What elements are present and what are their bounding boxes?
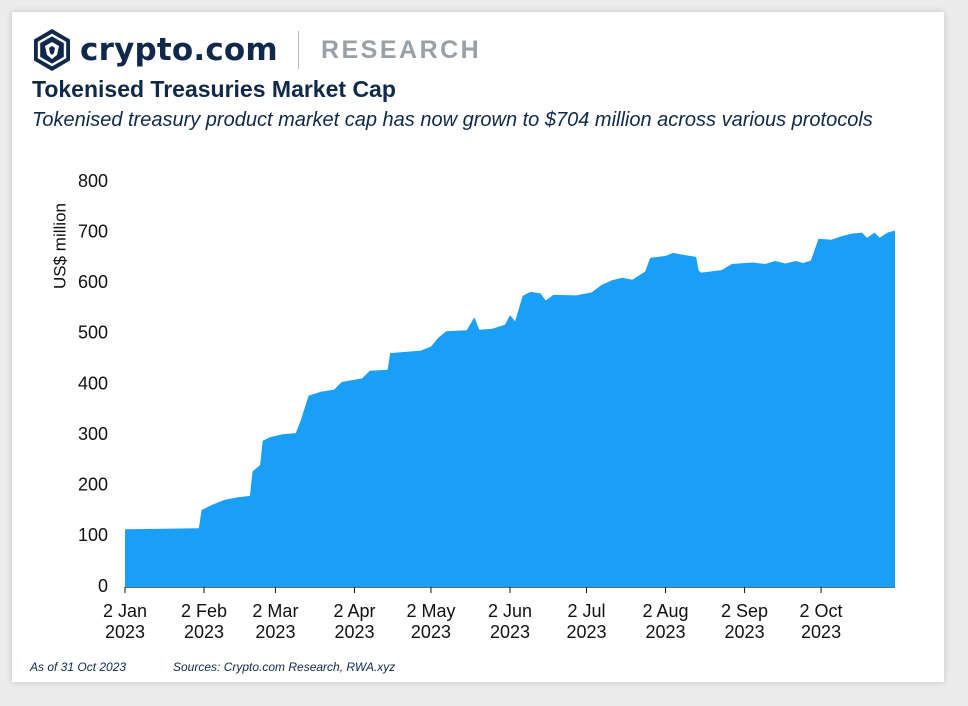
chart-subtitle: Tokenised treasury product market cap ha… [32, 109, 873, 131]
brand-section-label: RESEARCH [320, 35, 482, 64]
x-tick-label: 2 Jul 2023 [566, 601, 606, 642]
x-axis: 2 Jan 2023 2 Feb 2023 2 Mar 2023 2 Apr 2023 2 Ma… [103, 586, 895, 642]
y-tick-label: 500 [78, 323, 108, 343]
brand-header: crypto.com RESEARCH [32, 28, 481, 72]
market-cap-chart: 0 100 200 300 400 500 600 700 800 2 Jan 2023 2 Feb… [50, 171, 895, 642]
y-tick-label: 700 [78, 221, 108, 241]
y-tick-label: 300 [78, 424, 108, 444]
x-tick-label: 2 Sep 2023 [721, 601, 768, 642]
x-tick-label: 2 Apr 2023 [333, 601, 375, 642]
x-tick-label: 2 Feb 2023 [181, 601, 227, 642]
crypto-com-lion-shield-icon [34, 29, 70, 71]
x-tick-label: 2 Jan 2023 [103, 601, 147, 642]
footer-as-of: As of 31 Oct 2023 [30, 660, 127, 674]
y-tick-label: 200 [78, 475, 108, 495]
brand-name: crypto.com [80, 32, 278, 68]
chart-card: crypto.com RESEARCH Tokenised Treasuries… [12, 12, 944, 682]
y-tick-label: 0 [98, 576, 108, 596]
y-tick-label: 800 [78, 171, 108, 191]
footer-sources: Sources: Crypto.com Research, RWA.xyz [173, 660, 396, 674]
market-cap-area [125, 230, 895, 587]
x-tick-label: 2 Aug 2023 [643, 601, 689, 642]
y-tick-label: 600 [78, 272, 108, 292]
y-axis-title: US$ million [50, 203, 69, 289]
chart-title: Tokenised Treasuries Market Cap [32, 76, 396, 102]
x-tick-label: 2 Mar 2023 [252, 601, 298, 642]
y-tick-label: 400 [78, 373, 108, 393]
x-tick-label: 2 Jun 2023 [488, 601, 532, 642]
x-tick-label: 2 Oct 2023 [800, 601, 843, 642]
y-axis: 0 100 200 300 400 500 600 700 800 [78, 171, 108, 596]
brand-divider [297, 31, 299, 69]
y-tick-label: 100 [78, 525, 108, 545]
x-tick-label: 2 May 2023 [406, 601, 455, 642]
plot-area [125, 230, 895, 587]
